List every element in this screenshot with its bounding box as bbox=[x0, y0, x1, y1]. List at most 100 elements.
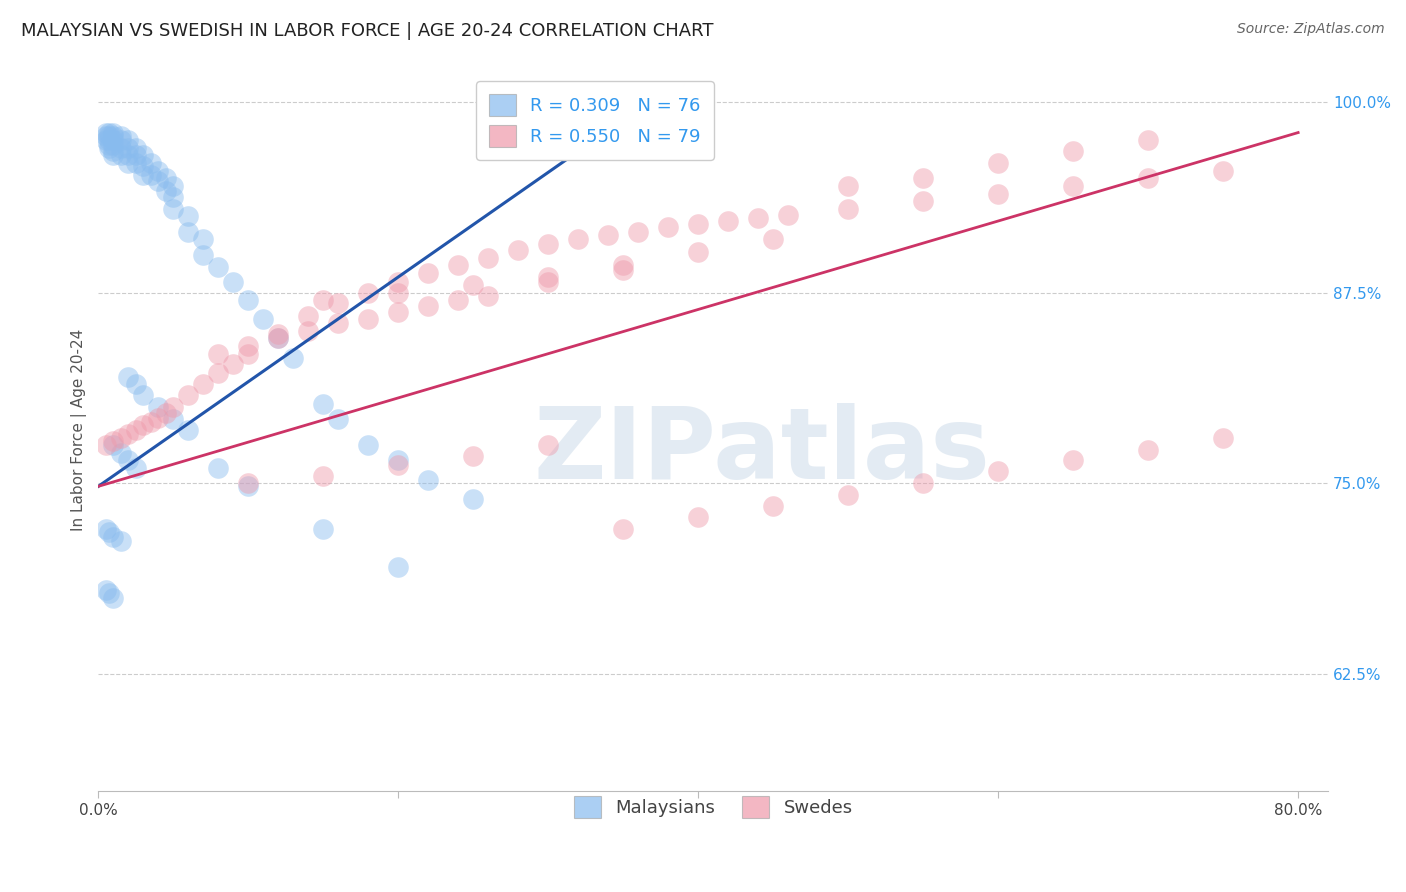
Point bbox=[747, 211, 769, 225]
Point bbox=[387, 275, 409, 289]
Point bbox=[193, 377, 215, 392]
Point bbox=[477, 251, 499, 265]
Point bbox=[987, 186, 1010, 201]
Point bbox=[418, 473, 440, 487]
Point bbox=[508, 243, 530, 257]
Point bbox=[139, 168, 162, 182]
Point bbox=[1062, 178, 1084, 193]
Point bbox=[1137, 133, 1160, 147]
Point bbox=[155, 171, 177, 186]
Point bbox=[357, 311, 380, 326]
Point bbox=[238, 339, 260, 353]
Point bbox=[612, 522, 634, 536]
Point bbox=[267, 326, 290, 341]
Point bbox=[117, 427, 139, 442]
Point bbox=[612, 262, 634, 277]
Point bbox=[94, 126, 117, 140]
Point bbox=[132, 418, 155, 433]
Point bbox=[657, 220, 679, 235]
Point bbox=[387, 305, 409, 319]
Point bbox=[567, 232, 589, 246]
Point bbox=[110, 133, 132, 147]
Point bbox=[207, 367, 229, 381]
Point bbox=[97, 524, 120, 539]
Point bbox=[97, 133, 120, 147]
Point bbox=[627, 225, 650, 239]
Point bbox=[148, 163, 170, 178]
Point bbox=[387, 458, 409, 472]
Point bbox=[537, 236, 560, 251]
Point bbox=[688, 509, 710, 524]
Point bbox=[132, 388, 155, 402]
Point bbox=[762, 232, 785, 246]
Point bbox=[688, 244, 710, 259]
Point bbox=[125, 423, 148, 437]
Point bbox=[837, 178, 859, 193]
Point bbox=[103, 126, 125, 140]
Point bbox=[177, 210, 200, 224]
Point bbox=[252, 311, 274, 326]
Point bbox=[418, 266, 440, 280]
Point bbox=[463, 491, 485, 506]
Point bbox=[328, 296, 350, 310]
Point bbox=[162, 400, 184, 414]
Point bbox=[463, 278, 485, 293]
Point bbox=[762, 499, 785, 513]
Point bbox=[110, 148, 132, 162]
Point bbox=[537, 438, 560, 452]
Point bbox=[1137, 171, 1160, 186]
Point bbox=[387, 453, 409, 467]
Point bbox=[418, 299, 440, 313]
Point bbox=[238, 293, 260, 308]
Point bbox=[110, 128, 132, 143]
Point bbox=[238, 476, 260, 491]
Point bbox=[117, 156, 139, 170]
Point bbox=[97, 141, 120, 155]
Point bbox=[177, 423, 200, 437]
Point bbox=[110, 141, 132, 155]
Point bbox=[207, 346, 229, 360]
Point bbox=[94, 438, 117, 452]
Point bbox=[312, 468, 335, 483]
Point bbox=[110, 446, 132, 460]
Point bbox=[97, 586, 120, 600]
Point bbox=[103, 128, 125, 143]
Point bbox=[97, 137, 120, 152]
Point bbox=[238, 346, 260, 360]
Text: Source: ZipAtlas.com: Source: ZipAtlas.com bbox=[1237, 22, 1385, 37]
Legend: Malaysians, Swedes: Malaysians, Swedes bbox=[567, 789, 860, 826]
Point bbox=[222, 275, 245, 289]
Point bbox=[162, 189, 184, 203]
Point bbox=[117, 148, 139, 162]
Y-axis label: In Labor Force | Age 20-24: In Labor Force | Age 20-24 bbox=[72, 329, 87, 531]
Point bbox=[97, 128, 120, 143]
Point bbox=[155, 184, 177, 198]
Point bbox=[177, 225, 200, 239]
Point bbox=[148, 410, 170, 425]
Point bbox=[1062, 144, 1084, 158]
Point bbox=[267, 331, 290, 345]
Point bbox=[162, 412, 184, 426]
Point bbox=[148, 174, 170, 188]
Point bbox=[837, 202, 859, 216]
Point bbox=[193, 247, 215, 261]
Point bbox=[477, 289, 499, 303]
Point bbox=[139, 415, 162, 429]
Point bbox=[132, 148, 155, 162]
Point bbox=[103, 148, 125, 162]
Point bbox=[125, 156, 148, 170]
Point bbox=[103, 591, 125, 605]
Point bbox=[447, 258, 470, 272]
Point bbox=[463, 449, 485, 463]
Point bbox=[297, 309, 319, 323]
Point bbox=[94, 582, 117, 597]
Point bbox=[125, 377, 148, 392]
Point bbox=[987, 464, 1010, 478]
Point bbox=[162, 178, 184, 193]
Point bbox=[837, 488, 859, 502]
Point bbox=[97, 126, 120, 140]
Point bbox=[987, 156, 1010, 170]
Point bbox=[110, 534, 132, 549]
Point bbox=[222, 357, 245, 371]
Point bbox=[312, 293, 335, 308]
